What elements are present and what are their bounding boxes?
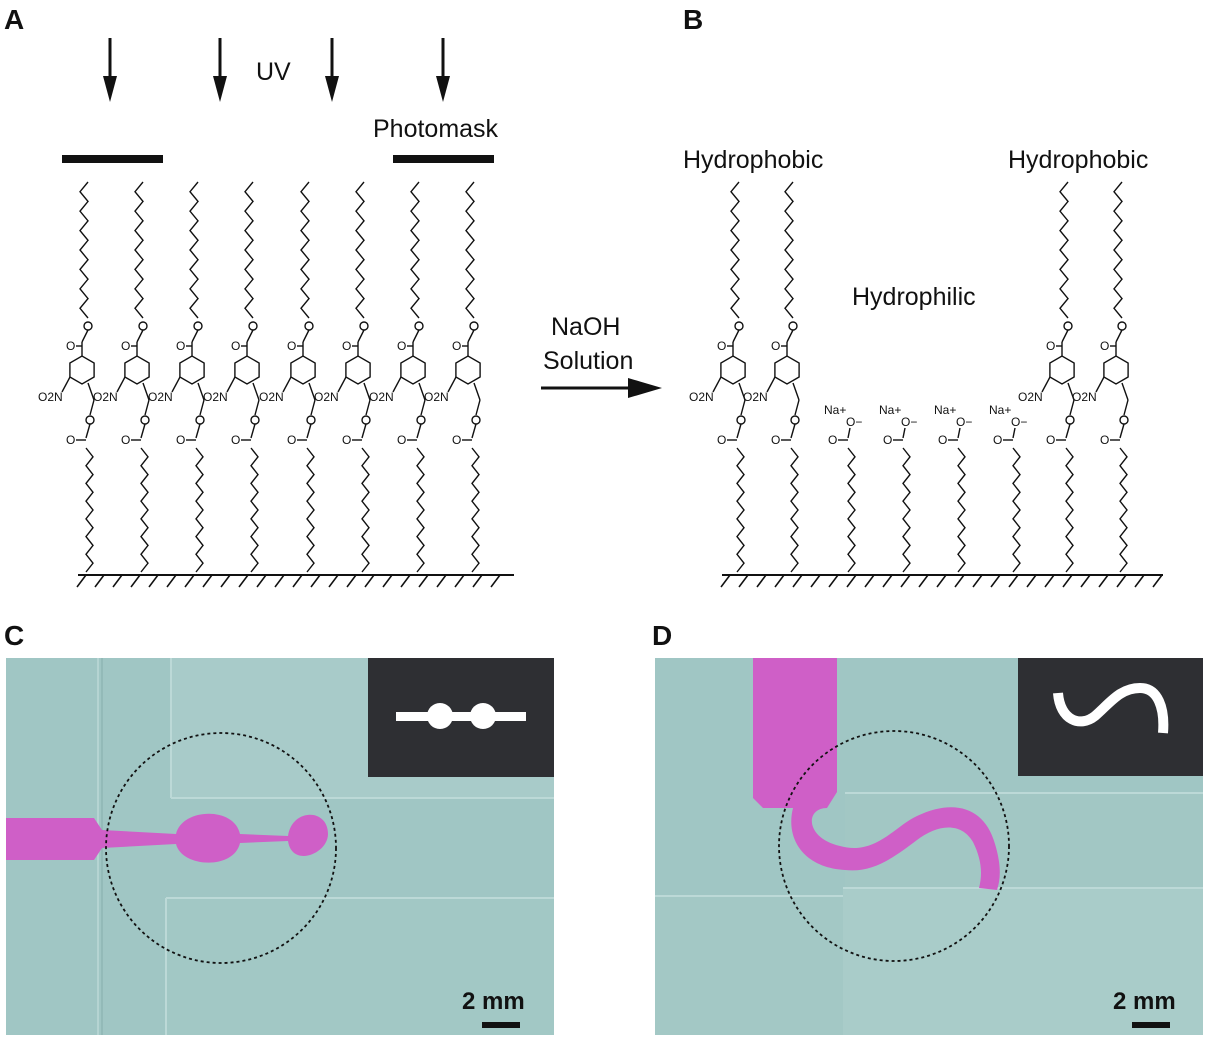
ester-molecule: O O2N O (369, 181, 426, 573)
carboxylate-molecule: Na+O− O (824, 403, 862, 573)
carboxylate-molecule: Na+O− O (879, 403, 917, 573)
photomask-label: Photomask (373, 115, 499, 143)
carbonyl-oxygen: O (452, 339, 461, 353)
carbonyl-oxygen: O (883, 433, 892, 447)
carbonyl-oxygen: O (1046, 433, 1055, 447)
nitro-group: O2N (1018, 390, 1043, 404)
ester-molecule: O O2N O (1072, 181, 1129, 573)
hydrophilic-label: Hydrophilic (852, 283, 976, 311)
carbonyl-oxygen: O (1100, 339, 1109, 353)
nitro-group: O2N (424, 390, 449, 404)
ester-molecule: O O2N O (743, 181, 800, 573)
oxide-ion: O− (901, 415, 917, 429)
carbonyl-oxygen: O (66, 339, 75, 353)
carbonyl-oxygen: O (828, 433, 837, 447)
carbonyl-oxygen: O (287, 339, 296, 353)
scale-bar-d (1132, 1022, 1170, 1028)
nitro-group: O2N (148, 390, 173, 404)
carbonyl-oxygen: O (231, 339, 240, 353)
photomask-bar-left (62, 155, 163, 163)
substrate-surface-a (76, 574, 514, 588)
nitro-group: O2N (93, 390, 118, 404)
oxide-ion: O− (956, 415, 972, 429)
nitro-group: O2N (369, 390, 394, 404)
carbonyl-oxygen: O (1100, 433, 1109, 447)
sodium-ion: Na+ (989, 403, 1011, 417)
carbonyl-oxygen: O (176, 339, 185, 353)
scale-bar-c (482, 1022, 520, 1028)
sodium-ion: Na+ (824, 403, 846, 417)
carbonyl-oxygen: O (121, 339, 130, 353)
photo-c (6, 658, 554, 1035)
ester-molecule: O O2N O (314, 181, 371, 573)
nitro-group: O2N (743, 390, 768, 404)
nitro-group: O2N (1072, 390, 1097, 404)
hydrophobic-left-label: Hydrophobic (683, 146, 824, 174)
ester-molecule: O O2N O (38, 181, 95, 573)
nitro-group: O2N (689, 390, 714, 404)
carbonyl-oxygen: O (993, 433, 1002, 447)
hydrophobic-right-label: Hydrophobic (1008, 146, 1149, 174)
ester-molecule: O O2N O (203, 181, 260, 573)
inset-pattern-c (368, 658, 554, 777)
molecules-panel-b: OO2NOOO2NONa+O−ONa+O−ONa+O−ONa+O−OOO2NOO… (689, 181, 1129, 573)
panel-c-letter: C (4, 620, 25, 651)
ester-molecule: O O2N O (424, 181, 481, 573)
highlight-circle-d (778, 730, 1010, 962)
panel-d-letter: D (652, 620, 673, 651)
highlight-circle-c (105, 732, 337, 964)
ester-molecule: O O2N O (689, 181, 746, 573)
molecules-panel-a: O O2N O O O2N O O O2N O O O2N O O O2N O O O2N O O O2N O O O2N O (38, 181, 481, 573)
carboxylate-molecule: Na+O− O (934, 403, 972, 573)
oxide-ion: O− (1011, 415, 1027, 429)
uv-label: UV (256, 58, 291, 86)
carbonyl-oxygen: O (121, 433, 130, 447)
carbonyl-oxygen: O (342, 433, 351, 447)
nitro-group: O2N (314, 390, 339, 404)
sodium-ion: Na+ (934, 403, 956, 417)
nitro-group: O2N (203, 390, 228, 404)
sodium-ion: Na+ (879, 403, 901, 417)
panel-b-letter: B (683, 4, 704, 35)
nitro-group: O2N (259, 390, 284, 404)
ester-molecule: O O2N O (1018, 181, 1075, 573)
carbonyl-oxygen: O (397, 339, 406, 353)
carboxylate-molecule: Na+O− O (989, 403, 1027, 573)
carbonyl-oxygen: O (231, 433, 240, 447)
carbonyl-oxygen: O (452, 433, 461, 447)
carbonyl-oxygen: O (771, 339, 780, 353)
carbonyl-oxygen: O (342, 339, 351, 353)
carbonyl-oxygen: O (938, 433, 947, 447)
uv-arrows (103, 38, 450, 102)
carbonyl-oxygen: O (66, 433, 75, 447)
magenta-channel-c (6, 813, 328, 863)
photomask-bar-right (393, 155, 494, 163)
ester-molecule: O O2N O (259, 181, 316, 573)
monolayer-schematic: OO2NOOO2NOOO2NOOO2NOOO2NOOO2NOOO2NOOO2NO… (38, 38, 1163, 588)
ester-molecule: O O2N O (93, 181, 150, 573)
inset-pattern-d (1018, 658, 1203, 776)
solution-label: Solution (543, 347, 634, 375)
carbonyl-oxygen: O (287, 433, 296, 447)
panel-a-letter: A (4, 4, 25, 35)
carbonyl-oxygen: O (176, 433, 185, 447)
carbonyl-oxygen: O (717, 433, 726, 447)
magenta-channel-d (753, 658, 1000, 890)
ester-molecule: O O2N O (148, 181, 205, 573)
scale-label-c: 2 mm (462, 988, 525, 1015)
substrate-surface-b (720, 574, 1163, 588)
scale-label-d: 2 mm (1113, 988, 1176, 1015)
carbonyl-oxygen: O (717, 339, 726, 353)
carbonyl-oxygen: O (1046, 339, 1055, 353)
carbonyl-oxygen: O (397, 433, 406, 447)
naoh-label: NaOH (551, 313, 621, 341)
photo-d (655, 658, 1203, 1035)
reaction-arrow (541, 378, 662, 398)
oxide-ion: O− (846, 415, 862, 429)
nitro-group: O2N (38, 390, 63, 404)
carbonyl-oxygen: O (771, 433, 780, 447)
